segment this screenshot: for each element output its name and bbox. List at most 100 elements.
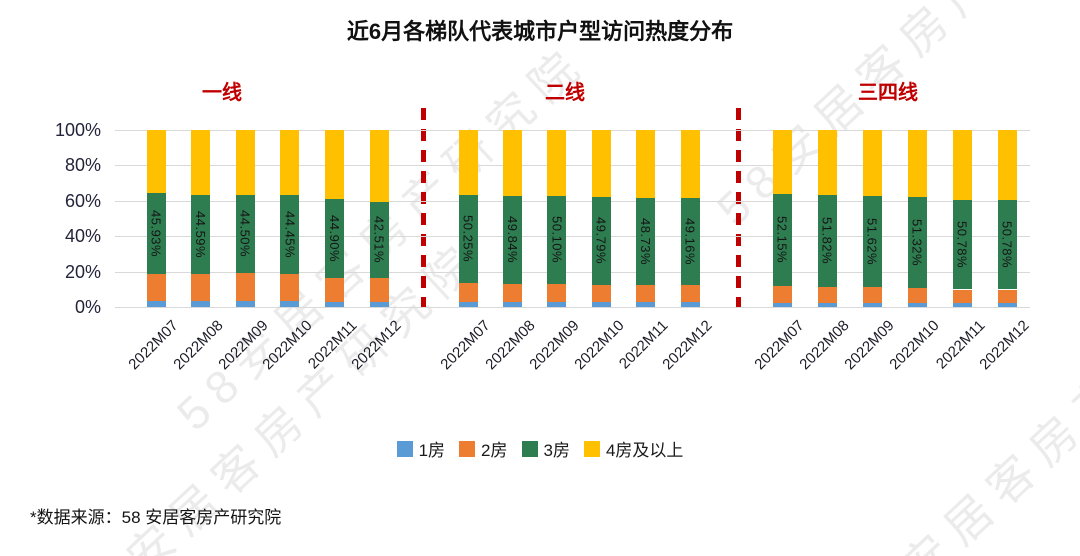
bar-segment-two_room [547,284,567,303]
gridline [115,236,1030,238]
bar-segment-two_room [280,273,300,302]
bar-data-label: 44.90% [326,214,342,262]
bar-segment-two_room [458,283,478,302]
bar-segment-one_room [591,302,611,307]
stacked-bar-2022M11: 48.73% [636,130,656,307]
stacked-bar-2022M11: 50.78% [952,130,972,307]
legend-label: 3房 [543,441,570,460]
bar-segment-three_room: 50.78% [952,199,972,290]
bar-data-label: 44.59% [193,211,209,259]
bar-segment-four_plus [324,130,344,199]
bar-segment-two_room [591,284,611,303]
bar-segment-one_room [146,301,166,307]
stacked-bar-2022M12: 49.16% [680,130,700,307]
y-axis-tick: 80% [64,155,101,176]
bar-data-label: 51.82% [819,217,835,265]
stacked-bar-2022M12: 42.51% [369,130,389,307]
plot-area: 45.93% 44.59% 44.50% 44.45% 44.90% 42.51% 50.2… [115,108,1030,308]
bar-segment-three_room: 44.90% [324,198,344,278]
bar-segment-four_plus [235,130,255,195]
stacked-bar-2022M11: 44.90% [324,130,344,307]
bar-segment-four_plus [458,130,478,195]
y-axis-tick: 0% [74,297,101,317]
bar-segment-three_room: 51.62% [862,196,882,288]
bar-data-label: 50.25% [460,215,476,263]
bar-segment-one_room [235,300,255,307]
data-source-note: *数据来源：58 安居客房产研究院 [30,508,282,527]
bar-data-label: 50.78% [999,221,1015,269]
bar-segment-four_plus [862,130,882,196]
stacked-bar-2022M09: 50.10% [547,130,567,307]
legend-item-two_room: 2房 [459,436,508,461]
stacked-bar-2022M07: 52.15% [772,130,792,307]
bar-data-label: 45.93% [148,209,164,257]
bar-segment-four_plus [817,130,837,196]
gridline [115,130,1030,131]
gridline [115,165,1030,167]
legend-item-four_plus: 4房及以上 [583,436,684,461]
stacked-bar-2022M07: 45.93% [146,130,166,307]
bar-segment-one_room [907,303,927,307]
bar-segment-one_room [324,301,344,307]
bar-data-label: 51.32% [909,218,925,267]
legend-label: 1房 [418,441,446,460]
bar-segment-three_room: 45.93% [146,192,166,274]
bar-segment-four_plus [636,130,656,199]
bar-segment-one_room [502,301,522,307]
stacked-bar-2022M07: 50.25% [458,130,478,307]
bar-data-label: 49.84% [504,216,520,264]
bar-segment-one_room [458,301,478,307]
bar-segment-three_room: 49.79% [591,196,611,285]
legend-swatch-one_room [396,440,413,457]
bar-segment-one_room [772,303,792,307]
legend-swatch-two_room [459,440,476,457]
gridline [115,200,1030,202]
bar-data-label: 52.15% [774,216,790,264]
gridline [115,307,1030,308]
stacked-bar-2022M10: 51.32% [907,130,927,307]
bar-segment-three_room: 50.78% [997,199,1017,290]
bar-segment-two_room [191,274,211,302]
bar-data-label: 51.62% [864,218,880,266]
bar-segment-one_room [369,301,389,307]
bar-segment-two_room [235,273,255,301]
bar-segment-four_plus [772,130,792,194]
bar-data-label: 49.16% [682,218,698,266]
bar-segment-one_room [280,301,300,307]
x-axis-labels: 2022M07 2022M08 2022M09 2022M10 2022M11 2022M… [115,307,1033,427]
bar-segment-one_room [636,302,656,307]
legend-swatch-four_plus [583,440,600,457]
legend-item-one_room: 1房 [396,436,446,461]
legend-label: 2房 [481,441,508,460]
x-axis-label: 2022M10 [886,317,944,374]
bar-segment-four_plus [280,130,300,196]
bar-segment-two_room [502,284,522,302]
bar-segment-two_room [862,287,882,304]
stacked-bar-2022M12: 50.78% [997,130,1017,307]
stacked-bar-2022M10: 44.45% [280,130,300,307]
bar-segment-one_room [862,303,882,307]
bar-segment-four_plus [952,130,972,200]
bar-segment-four_plus [680,130,700,199]
bar-segment-two_room [952,289,972,303]
tier-header-tier1: 一线 [202,82,242,104]
legend-item-three_room: 3房 [521,436,570,461]
bar-segment-four_plus [907,130,927,198]
chart-title: 近6月各梯队代表城市户型访问热度分布 [346,19,734,44]
stacked-bar-2022M08: 49.84% [502,130,522,307]
bar-segment-three_room: 51.32% [907,197,927,288]
bar-segment-three_room: 50.25% [458,194,478,284]
bar-segment-four_plus [547,130,567,196]
bar-segment-three_room: 42.51% [369,202,389,278]
y-axis-tick: 100% [54,120,101,140]
bar-segment-two_room [636,284,656,303]
bar-segment-two_room [907,287,927,304]
bar-segment-one_room [817,303,837,307]
tier-separator-line [421,108,426,307]
bar-segment-two_room [324,277,344,302]
legend-label: 4房及以上 [605,441,684,460]
y-axis: 100% 80% 60% 40% 20% 0% [0,120,108,317]
bar-data-label: 49.79% [593,217,609,265]
stacked-bar-2022M10: 49.79% [591,130,611,307]
y-axis-tick: 40% [64,226,101,247]
